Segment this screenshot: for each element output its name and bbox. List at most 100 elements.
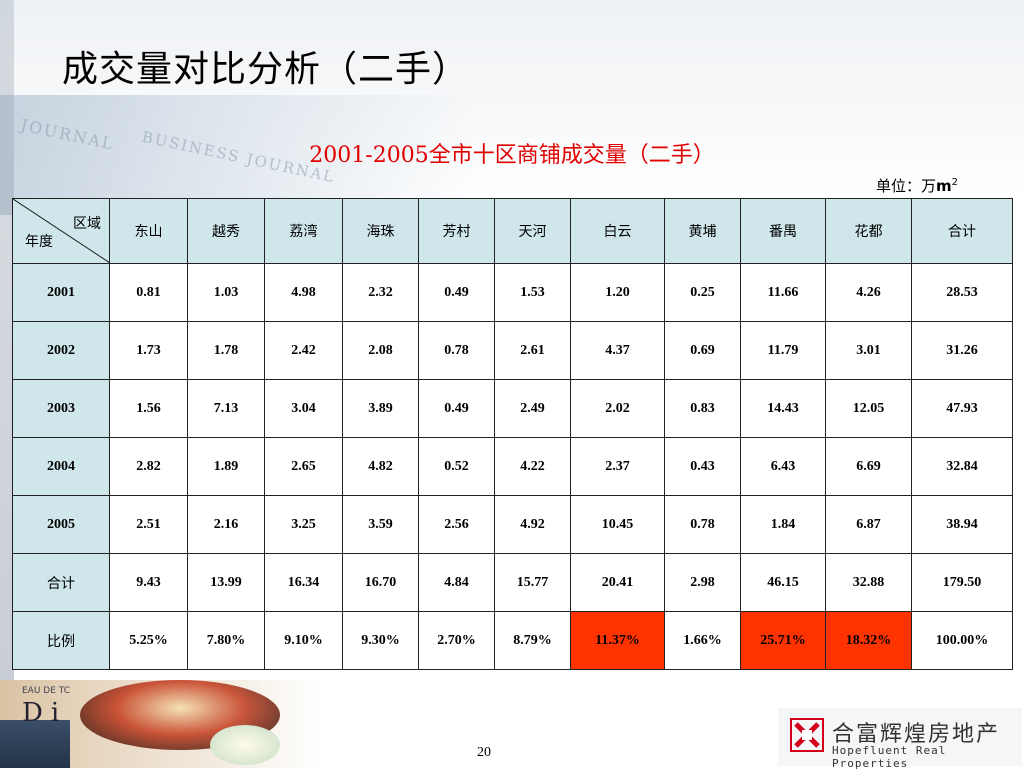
table-row: 2004 2.82 1.89 2.65 4.82 0.52 4.22 2.37 0.43 6.43… [12, 437, 1013, 496]
table-cell: 32.88 [825, 553, 912, 612]
column-header: 花都 [825, 198, 912, 264]
column-header: 海珠 [342, 198, 419, 264]
table-cell: 15.77 [494, 553, 571, 612]
column-header: 越秀 [187, 198, 265, 264]
table-cell: 10.45 [570, 495, 665, 554]
table-cell: 0.43 [664, 437, 741, 496]
page-number: 20 [477, 745, 491, 760]
table-cell: 0.49 [418, 379, 495, 438]
table-header-row: 区域 年度 东山 越秀 荔湾 海珠 芳村 天河 白云 黄埔 番禺 花都 合计 [12, 198, 1013, 264]
unit-prefix: 单位：万 [875, 177, 936, 195]
table-cell: 4.98 [264, 263, 343, 322]
row-header: 合计 [12, 553, 110, 612]
table-cell: 38.94 [911, 495, 1013, 554]
row-header: 2003 [12, 379, 110, 438]
table-cell: 13.99 [187, 553, 265, 612]
table-cell: 0.52 [418, 437, 495, 496]
table-cell: 32.84 [911, 437, 1013, 496]
column-header: 番禺 [740, 198, 826, 264]
background-header [0, 0, 1024, 215]
page-title: 成交量对比分析（二手） [62, 49, 470, 90]
table-cell: 47.93 [911, 379, 1013, 438]
table-cell: 3.01 [825, 321, 912, 380]
unit-label: 单位：万m2 [876, 175, 958, 196]
hopefluent-logo-icon [790, 718, 824, 752]
column-header: 芳村 [418, 198, 495, 264]
plate-image [210, 725, 280, 765]
table-cell: 9.43 [109, 553, 188, 612]
table-cell: 8.79% [494, 611, 571, 670]
table-row: 2001 0.81 1.03 4.98 2.32 0.49 1.53 1.20 0.25 11.6… [12, 263, 1013, 322]
table-cell: 3.89 [342, 379, 419, 438]
table-cell: 3.25 [264, 495, 343, 554]
row-header: 比例 [12, 611, 110, 670]
table-cell: 0.78 [418, 321, 495, 380]
table-cell: 4.84 [418, 553, 495, 612]
table-cell: 4.92 [494, 495, 571, 554]
column-header: 荔湾 [264, 198, 343, 264]
table-cell: 2.49 [494, 379, 571, 438]
table-cell: 1.89 [187, 437, 265, 496]
table-cell: 5.25% [109, 611, 188, 670]
table-cell: 2.61 [494, 321, 571, 380]
table-cell: 1.73 [109, 321, 188, 380]
table-cell: 9.30% [342, 611, 419, 670]
corner-label-region: 区域 [73, 216, 101, 232]
eau-text: EAU DE TC [22, 686, 71, 696]
column-header: 东山 [109, 198, 188, 264]
table-cell: 6.87 [825, 495, 912, 554]
table-cell: 3.59 [342, 495, 419, 554]
table-cell: 11.37% [570, 611, 665, 670]
table-cell: 100.00% [911, 611, 1013, 670]
company-logo: 合富辉煌房地产 Hopefluent Real Properties [778, 708, 1022, 770]
table-cell: 3.04 [264, 379, 343, 438]
table-cell: 28.53 [911, 263, 1013, 322]
table-cell: 25.71% [740, 611, 826, 670]
table-cell: 2.65 [264, 437, 343, 496]
table-cell: 2.32 [342, 263, 419, 322]
table-cell: 4.82 [342, 437, 419, 496]
unit-main: m [935, 177, 952, 195]
table-cell: 1.56 [109, 379, 188, 438]
data-table: 区域 年度 东山 越秀 荔湾 海珠 芳村 天河 白云 黄埔 番禺 花都 合计 2001 0.81 1.03 4.… [12, 198, 1013, 670]
table-cell: 16.70 [342, 553, 419, 612]
column-header: 黄埔 [664, 198, 741, 264]
table-row: 2003 1.56 7.13 3.04 3.89 0.49 2.49 2.02 0.83 14.4… [12, 379, 1013, 438]
table-cell: 4.26 [825, 263, 912, 322]
table-cell: 7.13 [187, 379, 265, 438]
table-corner-cell: 区域年度 [12, 198, 110, 264]
table-cell: 0.69 [664, 321, 741, 380]
unit-sup: 2 [951, 177, 958, 188]
corner-label-year: 年度 [25, 234, 53, 250]
column-header: 天河 [494, 198, 571, 264]
table-cell: 6.69 [825, 437, 912, 496]
table-cell: 12.05 [825, 379, 912, 438]
table-cell: 14.43 [740, 379, 826, 438]
table-cell: 0.81 [109, 263, 188, 322]
table-cell: 9.10% [264, 611, 343, 670]
row-header: 2002 [12, 321, 110, 380]
logo-english-name: Hopefluent Real Properties [832, 744, 947, 770]
table-cell: 7.80% [187, 611, 265, 670]
di-text: Di [22, 698, 68, 728]
table-cell: 0.49 [418, 263, 495, 322]
background-left-strip [0, 0, 14, 768]
row-header: 2001 [12, 263, 110, 322]
table-row: 比例 5.25% 7.80% 9.10% 9.30% 2.70% 8.79% 11.37% 1.… [12, 611, 1013, 670]
row-header: 2004 [12, 437, 110, 496]
table-cell: 4.37 [570, 321, 665, 380]
table-cell: 2.02 [570, 379, 665, 438]
table-cell: 2.56 [418, 495, 495, 554]
table-cell: 16.34 [264, 553, 343, 612]
table-row: 合计 9.43 13.99 16.34 16.70 4.84 15.77 20.41 2.98 4… [12, 553, 1013, 612]
table-cell: 11.79 [740, 321, 826, 380]
table-title: 2001-2005全市十区商铺成交量（二手） [309, 143, 715, 168]
table-cell: 11.66 [740, 263, 826, 322]
table-cell: 2.51 [109, 495, 188, 554]
table-cell: 2.82 [109, 437, 188, 496]
table-cell: 1.84 [740, 495, 826, 554]
column-header: 白云 [570, 198, 665, 264]
table-cell: 1.66% [664, 611, 741, 670]
corner-diagonal-line [13, 199, 109, 263]
table-cell: 2.16 [187, 495, 265, 554]
